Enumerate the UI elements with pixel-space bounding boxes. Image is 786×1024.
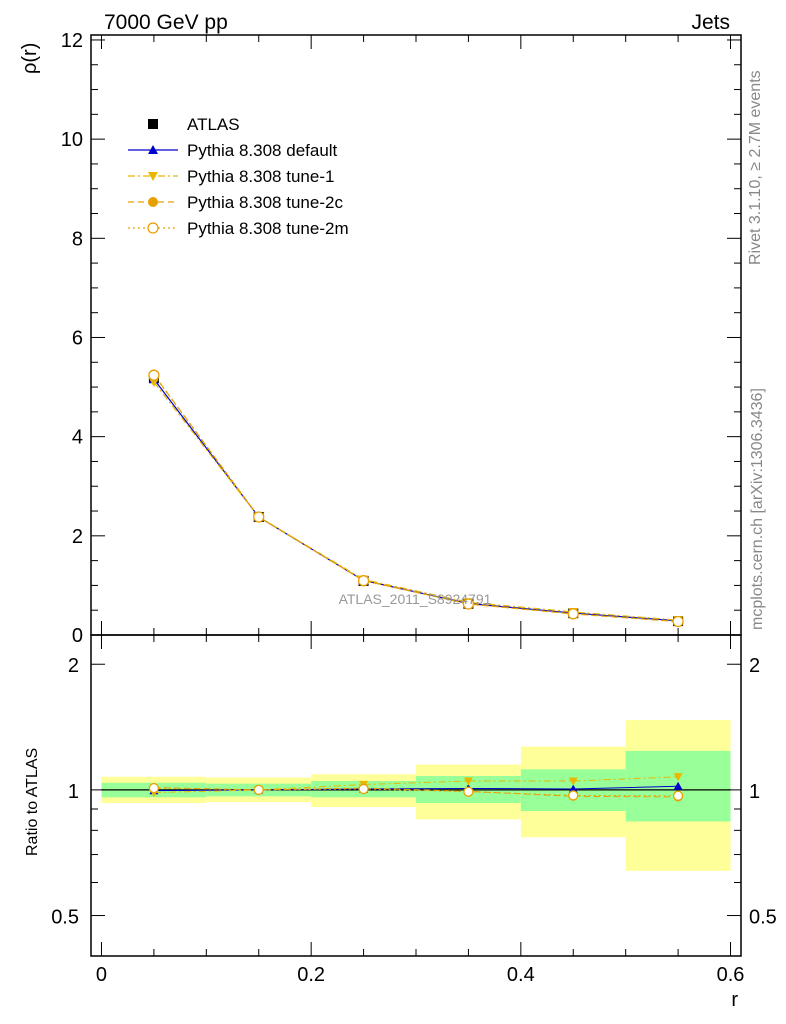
legend-label-pythia-8-308-default: Pythia 8.308 default — [187, 141, 338, 160]
legend-label-pythia-8-308-tune-2m: Pythia 8.308 tune-2m — [187, 219, 349, 238]
ratio-line-pythia-8-308-tune-1 — [153, 776, 679, 794]
data-point-pythia-8-308-tune-2m — [462, 598, 475, 610]
series-line-pythia-8-308-tune-2m — [153, 374, 679, 623]
legend: ATLAS Pythia 8.308 default Pythia 8.308 tu… — [128, 115, 349, 238]
series-line-pythia-8-308-default — [153, 378, 679, 622]
legend-label-pythia-8-308-tune-2c: Pythia 8.308 tune-2c — [187, 193, 343, 212]
legend-label-atlas: ATLAS — [187, 115, 240, 134]
x-tick-label: 0.4 — [507, 964, 535, 986]
ratio-y-tick-label-right: 2 — [749, 655, 760, 677]
rivet-label: Rivet 3.1.10, ≥ 2.7M events — [747, 70, 764, 265]
ratio-y-tick-label-right: 0.5 — [749, 907, 777, 929]
ratio-line-pythia-8-308-default — [153, 785, 679, 792]
main-y-axis-label: ρ(r) — [19, 43, 41, 74]
series-line-pythia-8-308-tune-1 — [153, 381, 679, 621]
data-point-pythia-8-308-tune-2m — [148, 369, 160, 381]
data-point-pythia-8-308-tune-1 — [148, 172, 158, 181]
data-point-pythia-8-308-tune-2m — [568, 790, 579, 801]
data-point-pythia-8-308-tune-2m — [147, 222, 159, 234]
ratio-y-axis-label: Ratio to ATLAS — [24, 748, 41, 856]
y-tick-label: 2 — [72, 526, 83, 548]
x-tick-label: 0 — [96, 964, 107, 986]
ratio-line-pythia-8-308-tune-2c — [153, 787, 679, 798]
y-tick-label: 6 — [72, 327, 83, 349]
data-point-pythia-8-308-tune-1 — [568, 777, 578, 786]
data-point-pythia-8-308-tune-1 — [148, 378, 159, 388]
y-tick-label: 10 — [61, 129, 83, 151]
x-tick-label: 0.2 — [297, 964, 325, 986]
x-tick-label: 0.6 — [717, 964, 745, 986]
data-point-pythia-8-308-tune-2m — [253, 784, 264, 796]
data-point-pythia-8-308-tune-2m — [463, 786, 474, 797]
data-point-pythia-8-308-tune-2c — [148, 197, 158, 207]
x-axis-label: r — [731, 989, 738, 1011]
legend-label-pythia-8-308-tune-1: Pythia 8.308 tune-1 — [187, 167, 334, 186]
data-point-atlas — [148, 119, 158, 129]
watermark: ATLAS_2011_S8924791 — [339, 591, 492, 607]
y-tick-label: 4 — [72, 427, 83, 449]
ratio-line-pythia-8-308-tune-2m — [153, 787, 679, 797]
data-point-pythia-8-308-tune-1 — [463, 777, 473, 786]
data-point-pythia-8-308-tune-1 — [673, 773, 683, 782]
data-point-pythia-8-308-tune-2m — [357, 575, 370, 587]
data-point-pythia-8-308-tune-2m — [148, 782, 160, 794]
data-point-pythia-8-308-default — [568, 784, 578, 793]
data-point-pythia-8-308-tune-2m — [672, 790, 684, 801]
main-panel: 0 2 4 6 8 10 12 — [61, 30, 742, 647]
y-tick-label: 8 — [72, 228, 83, 250]
ratio-y-tick-label: 2 — [68, 655, 79, 677]
data-point-pythia-8-308-default — [673, 781, 683, 790]
y-tick-label: 12 — [61, 30, 83, 52]
mcplots-label: mcplots.cern.ch [arXiv:1306.3436] — [749, 388, 766, 630]
ratio-y-tick-label-right: 1 — [749, 781, 760, 803]
data-point-pythia-8-308-tune-2m — [253, 511, 265, 523]
data-point-pythia-8-308-tune-2m — [672, 615, 684, 628]
data-point-pythia-8-308-tune-2m — [567, 608, 579, 620]
y-tick-label: 0 — [72, 625, 83, 647]
ratio-y-tick-label: 0.5 — [51, 907, 79, 929]
data-point-pythia-8-308-default — [148, 145, 158, 154]
ratio-y-tick-label: 1 — [68, 781, 79, 803]
header-left: 7000 GeV pp — [104, 11, 228, 34]
data-point-pythia-8-308-tune-2m — [358, 783, 369, 795]
header-right: Jets — [691, 11, 730, 34]
series-line-pythia-8-308-tune-2c — [153, 374, 679, 623]
ratio-panel: 0 0.2 0.4 0.6 0.5 0.5 1 1 2 2 — [51, 634, 777, 986]
